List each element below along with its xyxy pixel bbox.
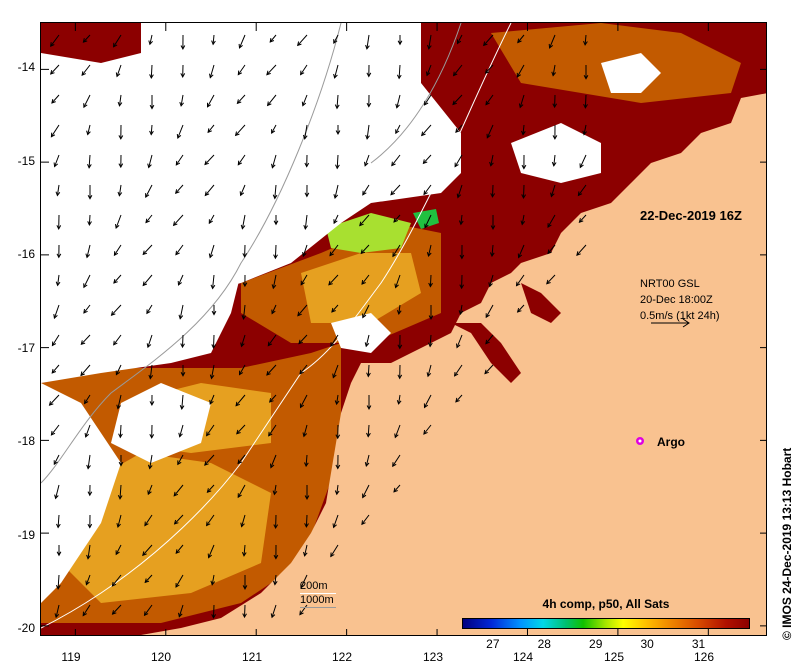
y-tick-label: -14 <box>17 60 35 74</box>
contour-1000m <box>41 23 342 484</box>
contour-200m <box>200 62 262 204</box>
depth-legend-line-200m <box>300 593 336 594</box>
x-tick-label: 119 <box>61 650 81 664</box>
depth-legend-200m: 200m <box>300 580 328 592</box>
tick-marks <box>41 23 766 635</box>
colorbar-tick-label: 29 <box>589 637 603 651</box>
contour-1000m <box>370 23 462 164</box>
contour-200m <box>41 23 512 629</box>
argo-float-marker <box>636 437 644 445</box>
coastal-inlets <box>451 283 561 383</box>
sst-cool-field <box>61 78 421 603</box>
sst-green-patch <box>413 209 439 229</box>
y-tick-label: -17 <box>17 341 35 355</box>
colorbar-tick-label: 30 <box>640 637 654 651</box>
x-tick-label: 125 <box>603 650 625 664</box>
timestamp-label: 22-Dec-2019 16Z <box>640 208 742 223</box>
cloud-mask <box>41 143 341 293</box>
current-legend-line: 0.5m/s (1kt 24h) <box>640 310 720 322</box>
depth-legend-1000m: 1000m <box>300 594 334 606</box>
current-legend-line: NRT00 GSL <box>640 278 700 290</box>
y-tick-label: -19 <box>17 528 35 542</box>
colorbar <box>462 618 750 629</box>
x-tick-label: 123 <box>422 650 444 664</box>
colorbar-tick-label: 28 <box>537 637 551 651</box>
current-legend-line: 20-Dec 18:00Z <box>640 294 713 306</box>
depth-legend-line-1000m <box>300 607 336 608</box>
credit-label: © IMOS 24-Dec-2019 13:13 Hobart <box>780 447 794 640</box>
x-tick-label: 124 <box>512 650 534 664</box>
argo-label: Argo <box>657 435 685 449</box>
sst-green-patch <box>326 213 411 253</box>
x-tick-label: 120 <box>150 650 172 664</box>
x-tick-label: 121 <box>241 650 263 664</box>
current-legend: NRT00 GSL 20-Dec 18:00Z 0.5m/s (1kt 24h) <box>640 276 719 324</box>
y-tick-label: -16 <box>17 247 35 261</box>
x-tick-label: 126 <box>693 650 715 664</box>
map-canvas <box>41 23 766 635</box>
colorbar-title: 4h comp, p50, All Sats <box>542 597 670 611</box>
colorbar-tick-label: 31 <box>691 637 706 651</box>
y-tick-label: -20 <box>17 621 35 635</box>
colorbar-tick-label: 27 <box>486 637 500 651</box>
depth-legend: 200m 1000m <box>300 580 336 608</box>
current-scale-arrow-icon <box>651 318 690 328</box>
y-tick-label: -18 <box>17 434 35 448</box>
y-tick-label: -15 <box>17 154 35 168</box>
x-tick-label: 122 <box>331 650 353 664</box>
sst-map <box>40 22 767 636</box>
land-mass <box>141 93 766 635</box>
current-vectors <box>48 34 589 619</box>
